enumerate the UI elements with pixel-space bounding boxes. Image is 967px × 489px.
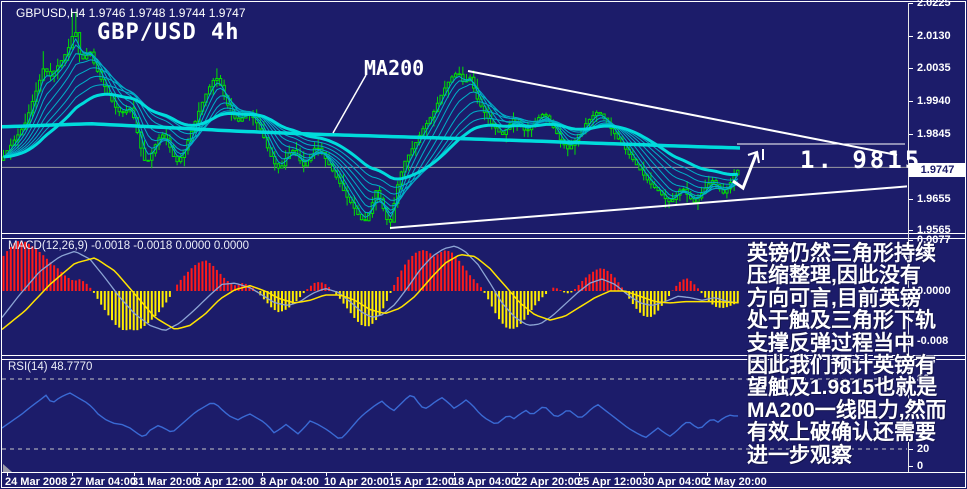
main-macd-separator[interactable]	[2, 233, 965, 239]
macd-axis-label: 0.0000	[917, 285, 951, 297]
price-axis-label-tick	[909, 230, 913, 231]
rsi-axis-label: 0	[917, 460, 924, 472]
price-axis-label: 2.0130	[917, 29, 951, 42]
price-axis-label: 1.9940	[917, 95, 951, 108]
time-axis-tick	[579, 473, 580, 476]
time-axis-label: 2 May 20:00	[705, 476, 767, 488]
time-axis-tick	[7, 473, 8, 476]
macd-axis-label-tick	[909, 341, 913, 342]
time-axis-tick	[454, 473, 455, 476]
price-axis-label: 1.9565	[917, 224, 951, 236]
rsi-panel-chart[interactable]	[2, 359, 907, 472]
rsi-axis-label-tick	[909, 379, 913, 380]
ma200-annotation-label: MA200	[364, 56, 425, 80]
price-axis-label: 1.9655	[917, 193, 951, 206]
time-axis[interactable]: 24 Mar 2008 27 Mar 04:00 31 Mar 20:00 3 Apr…	[2, 472, 965, 489]
time-axis-label: 30 Apr 04:00	[642, 476, 708, 488]
time-axis-label: 15 Apr 12:00	[389, 476, 455, 488]
macd-axis-label: -0.008	[917, 335, 949, 347]
time-axis-tick	[644, 473, 645, 476]
price-axis-label: 2.0225	[917, 0, 951, 9]
price-axis-label-tick	[909, 133, 913, 135]
time-axis-label: 31 Mar 20:00	[132, 476, 199, 488]
annotation-line: 支撑反弹过程当中	[747, 331, 915, 355]
time-axis-tick	[517, 473, 518, 476]
time-axis-tick	[391, 473, 392, 476]
rsi-axis-label: 20	[917, 443, 930, 455]
macd-rsi-separator[interactable]	[2, 355, 965, 360]
time-axis-tick	[72, 473, 73, 476]
time-axis-label: 3 Apr 12:00	[195, 476, 254, 488]
price-axis[interactable]: 2.0225 2.0130 2.0035 1.9940 1.9845 1.9655 1.95…	[908, 0, 967, 472]
price-axis-label-tick	[909, 35, 913, 37]
annotation-line: 英镑仍然三角形持续	[747, 242, 936, 265]
price-axis-label: 2.0035	[917, 62, 951, 75]
annotation-line: MA200一线阻力,然而	[747, 398, 947, 422]
macd-indicator-label: MACD(12,26,9) -0.0018 -0.0018 0.0000 0.0…	[8, 240, 250, 252]
time-axis-tick	[134, 473, 135, 476]
price-axis-label-tick	[909, 101, 913, 103]
history-scroll-triangle	[3, 464, 12, 472]
annotation-line: 方向可言,目前英镑	[747, 286, 921, 310]
macd-axis-label-tick	[909, 291, 913, 292]
annotation-line: 处于触及三角形下轨	[747, 309, 936, 333]
rsi-axis-label-tick	[909, 466, 913, 467]
price-axis-label-tick	[909, 199, 913, 201]
main-price-chart[interactable]	[2, 3, 907, 233]
rsi-axis-label: 100	[917, 355, 936, 367]
rsi-axis-label-tick	[909, 449, 913, 450]
time-axis-label: 8 Apr 04:00	[260, 476, 319, 488]
macd-panel-chart[interactable]	[2, 238, 907, 354]
price-axis-label-tick	[909, 3, 913, 4]
time-axis-label: 25 Apr 12:00	[577, 476, 643, 488]
time-axis-label: 10 Apr 20:00	[324, 476, 390, 488]
time-axis-tick	[707, 473, 708, 476]
annotation-line: 望触及1.9815也就是	[747, 376, 938, 400]
macd-axis-label-tick	[909, 240, 913, 241]
price-axis-label: 1.9845	[917, 127, 951, 140]
rsi-indicator-label: RSI(14) 48.7770	[8, 361, 93, 373]
time-axis-label: 27 Mar 04:00	[70, 476, 137, 488]
resistance-level-label: 1. 9815	[800, 146, 923, 174]
analysis-note: 英镑仍然三角形持续 压缩整理,因此没有 方向可言,目前英镑 处于触及三角形下轨 支撑反弹…	[747, 242, 962, 467]
annotation-line: 因此我们预计英镑有	[747, 354, 936, 378]
chart-title: GBP/USD 4h	[97, 20, 240, 45]
current-price-box: 1.9747	[909, 163, 966, 178]
annotation-line: 有效上破确认还需要	[747, 421, 936, 445]
time-axis-tick	[197, 473, 198, 476]
macd-axis-label: 0.0077	[917, 234, 951, 246]
price-axis-label-tick	[909, 68, 913, 70]
rsi-axis-label: 80	[917, 373, 930, 385]
rsi-axis-label-tick	[909, 361, 913, 362]
quote-line: GBPUSD,H4 1.9746 1.9748 1.9744 1.9747	[16, 6, 246, 20]
annotation-line: 压缩整理,因此没有	[747, 264, 921, 288]
annotation-line: 进一步观察	[747, 443, 852, 467]
time-axis-tick	[326, 473, 327, 476]
time-axis-label: 22 Apr 20:00	[515, 476, 581, 488]
time-axis-label: 18 Apr 04:00	[452, 476, 518, 488]
time-axis-tick	[262, 473, 263, 476]
time-axis-label: 24 Mar 2008	[5, 476, 68, 488]
